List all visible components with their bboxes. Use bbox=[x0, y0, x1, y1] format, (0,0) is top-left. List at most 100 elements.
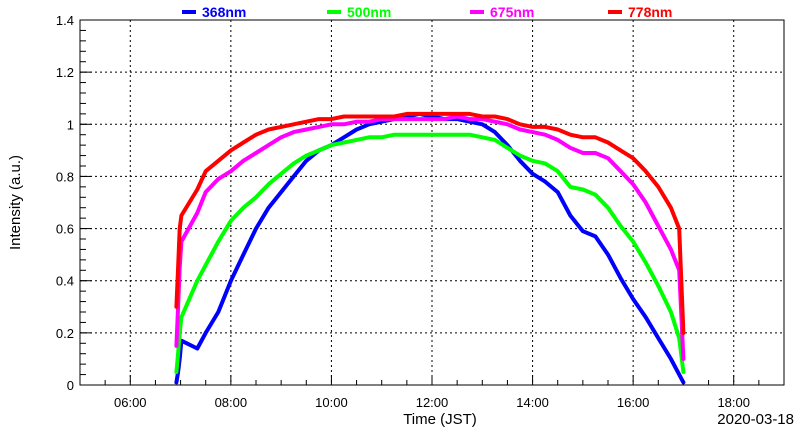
data-point bbox=[367, 135, 371, 139]
data-point bbox=[556, 127, 560, 132]
data-point bbox=[216, 240, 220, 244]
data-point bbox=[241, 159, 245, 163]
data-point bbox=[543, 125, 547, 129]
data-point bbox=[543, 161, 547, 165]
data-point bbox=[493, 114, 497, 119]
data-point bbox=[681, 370, 686, 374]
data-point bbox=[430, 133, 434, 137]
y-tick-label: 0.2 bbox=[56, 326, 74, 341]
data-point bbox=[229, 219, 233, 223]
data-point bbox=[656, 224, 660, 228]
data-point bbox=[677, 373, 681, 377]
data-point bbox=[292, 174, 296, 178]
data-point bbox=[631, 240, 635, 244]
data-point bbox=[342, 122, 346, 126]
data-point bbox=[178, 227, 182, 231]
data-point bbox=[606, 140, 610, 145]
data-point bbox=[518, 122, 522, 126]
data-point bbox=[581, 229, 585, 233]
data-point bbox=[677, 336, 681, 340]
data-point bbox=[304, 127, 308, 132]
data-point bbox=[543, 180, 547, 184]
grid bbox=[80, 20, 784, 385]
data-point bbox=[619, 276, 623, 280]
legend: 368nm 500nm 675nm 778nm bbox=[182, 4, 672, 20]
data-point bbox=[593, 234, 598, 238]
data-point bbox=[267, 143, 271, 147]
data-point bbox=[417, 112, 421, 116]
data-point bbox=[455, 133, 459, 137]
data-point bbox=[204, 331, 208, 335]
data-point bbox=[606, 253, 610, 257]
y-tick-label: 0.4 bbox=[56, 274, 74, 289]
axes: 06:00 08:00 10:00 12:00 14:00 16:00 18:00 0 0.2 0… bbox=[56, 13, 785, 410]
x-tick-label: 08:00 bbox=[215, 395, 248, 410]
data-point bbox=[543, 133, 547, 137]
data-point bbox=[531, 125, 535, 129]
x-tick-label: 12:00 bbox=[416, 395, 449, 410]
data-point bbox=[593, 193, 598, 197]
data-point bbox=[292, 122, 296, 126]
data-point bbox=[174, 344, 178, 348]
data-point bbox=[254, 133, 258, 137]
x-tick-label: 06:00 bbox=[114, 395, 147, 410]
data-point bbox=[631, 182, 635, 186]
data-point bbox=[279, 125, 283, 129]
data-point bbox=[493, 120, 497, 124]
data-point bbox=[581, 135, 585, 139]
data-point bbox=[505, 146, 509, 150]
data-point bbox=[216, 159, 220, 163]
data-point bbox=[204, 190, 208, 194]
data-point bbox=[176, 266, 180, 270]
data-point bbox=[329, 122, 333, 126]
data-point bbox=[568, 185, 572, 189]
legend-label: 368nm bbox=[202, 4, 246, 20]
data-point bbox=[669, 357, 673, 361]
data-point bbox=[392, 114, 396, 119]
legend-label: 778nm bbox=[628, 4, 672, 20]
data-point bbox=[241, 253, 245, 257]
data-point bbox=[342, 135, 346, 139]
data-point bbox=[531, 130, 535, 134]
data-point bbox=[631, 297, 635, 301]
data-point bbox=[518, 159, 522, 163]
data-point bbox=[279, 190, 283, 194]
data-point bbox=[644, 200, 648, 205]
data-point bbox=[267, 182, 271, 186]
data-point bbox=[380, 135, 384, 139]
data-point bbox=[329, 117, 333, 121]
data-point bbox=[405, 133, 409, 137]
data-point bbox=[593, 135, 598, 139]
data-point bbox=[367, 114, 371, 119]
data-point bbox=[254, 227, 258, 231]
data-point bbox=[204, 263, 208, 267]
data-point bbox=[619, 224, 623, 228]
date-label: 2020-03-18 bbox=[717, 411, 794, 428]
data-point bbox=[292, 130, 296, 134]
data-point bbox=[581, 151, 585, 155]
data-point bbox=[656, 185, 660, 189]
data-point bbox=[455, 112, 459, 116]
data-point bbox=[174, 370, 178, 374]
data-point bbox=[195, 346, 199, 351]
data-point bbox=[606, 206, 610, 210]
data-point bbox=[355, 127, 359, 132]
data-point bbox=[531, 159, 535, 163]
series-line-778nm bbox=[174, 111, 686, 335]
data-point bbox=[417, 117, 421, 121]
x-tick-label: 18:00 bbox=[717, 395, 750, 410]
data-point bbox=[229, 169, 233, 173]
x-axis-title: Time (JST) bbox=[403, 411, 477, 428]
data-point bbox=[443, 117, 447, 121]
data-point bbox=[392, 133, 396, 137]
data-point bbox=[644, 260, 648, 265]
data-point bbox=[669, 206, 673, 210]
data-point bbox=[480, 114, 484, 119]
data-point bbox=[568, 146, 572, 150]
data-point bbox=[593, 151, 598, 155]
y-axis-title: Intensity (a.u.) bbox=[7, 155, 24, 250]
data-point bbox=[229, 148, 233, 152]
data-point bbox=[342, 114, 346, 119]
data-point bbox=[342, 140, 346, 145]
data-point bbox=[468, 133, 472, 137]
